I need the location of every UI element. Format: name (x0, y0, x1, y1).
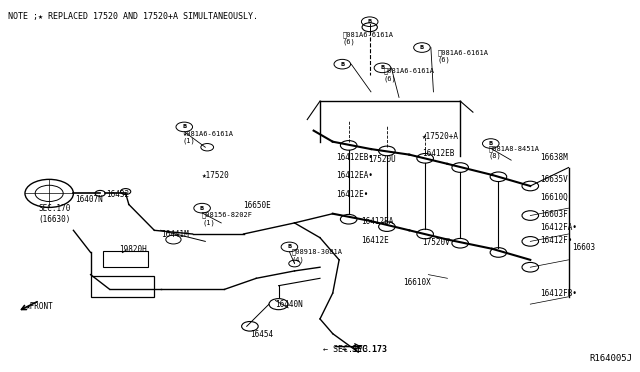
Text: Ⓑ081A6-6161A
(6): Ⓑ081A6-6161A (6) (342, 31, 394, 45)
Text: 16610Q: 16610Q (540, 193, 568, 202)
Text: B: B (182, 124, 186, 129)
Text: 16412FA•: 16412FA• (540, 223, 577, 232)
Text: 16635V: 16635V (540, 175, 568, 184)
Text: Ⓑ08918-3081A
(4): Ⓑ08918-3081A (4) (291, 249, 342, 263)
Text: ★17520: ★17520 (202, 171, 230, 180)
Text: NOTE ;★ REPLACED 17520 AND 17520+A SIMULTANEOUSLY.: NOTE ;★ REPLACED 17520 AND 17520+A SIMUL… (8, 13, 258, 22)
Text: ★17520+A: ★17520+A (422, 132, 459, 141)
Text: B: B (380, 65, 385, 70)
Text: 16412EB•: 16412EB• (336, 153, 373, 162)
Text: 16412EA•: 16412EA• (336, 171, 373, 180)
Text: R164005J: R164005J (589, 354, 632, 363)
Text: 16412EA: 16412EA (362, 217, 394, 227)
Text: 16412E•: 16412E• (336, 190, 368, 199)
Text: Ⓑ081A6-6161A
(6): Ⓑ081A6-6161A (6) (438, 49, 489, 64)
Text: 16412FB•: 16412FB• (540, 289, 577, 298)
Text: 16432: 16432 (106, 190, 130, 199)
Text: ← SEC.173: ← SEC.173 (323, 345, 368, 354)
Text: 16412EB: 16412EB (422, 149, 454, 158)
Text: SEC.170
(16630): SEC.170 (16630) (38, 205, 71, 224)
Text: 16441M: 16441M (161, 230, 188, 239)
Text: B: B (420, 45, 424, 50)
Text: 16638M: 16638M (540, 153, 568, 162)
Text: 16650E: 16650E (244, 201, 271, 210)
Text: 19820H: 19820H (119, 245, 147, 254)
Text: 16603: 16603 (572, 243, 595, 252)
Text: Ⓑ081A8-8451A
(8): Ⓑ081A8-8451A (8) (489, 145, 540, 160)
Text: B: B (200, 206, 204, 211)
Text: 17520V: 17520V (422, 238, 450, 247)
Text: 17520U: 17520U (368, 155, 396, 164)
Text: 16407N: 16407N (75, 195, 102, 204)
Text: B: B (367, 19, 372, 24)
Text: B: B (287, 244, 292, 249)
Text: Ⓑ081A6-6161A
(6): Ⓑ081A6-6161A (6) (384, 68, 435, 82)
Text: 16412F•: 16412F• (540, 236, 572, 245)
Text: ★FRONT: ★FRONT (26, 302, 53, 311)
Text: B: B (489, 141, 493, 146)
Bar (91, 276, 154, 297)
Text: → SEC.173: → SEC.173 (342, 345, 387, 354)
Text: 16440N: 16440N (275, 301, 303, 310)
Bar (103, 251, 148, 267)
Text: Ⓑ08156-8202F
(1): Ⓑ08156-8202F (1) (202, 212, 253, 226)
Text: B: B (340, 62, 344, 67)
Text: ★081A6-6161A
(1): ★081A6-6161A (1) (183, 131, 234, 144)
Text: 16454: 16454 (250, 330, 273, 339)
Text: 16412E: 16412E (362, 236, 389, 245)
Text: 16610X: 16610X (403, 278, 431, 287)
Text: 16603F: 16603F (540, 210, 568, 219)
